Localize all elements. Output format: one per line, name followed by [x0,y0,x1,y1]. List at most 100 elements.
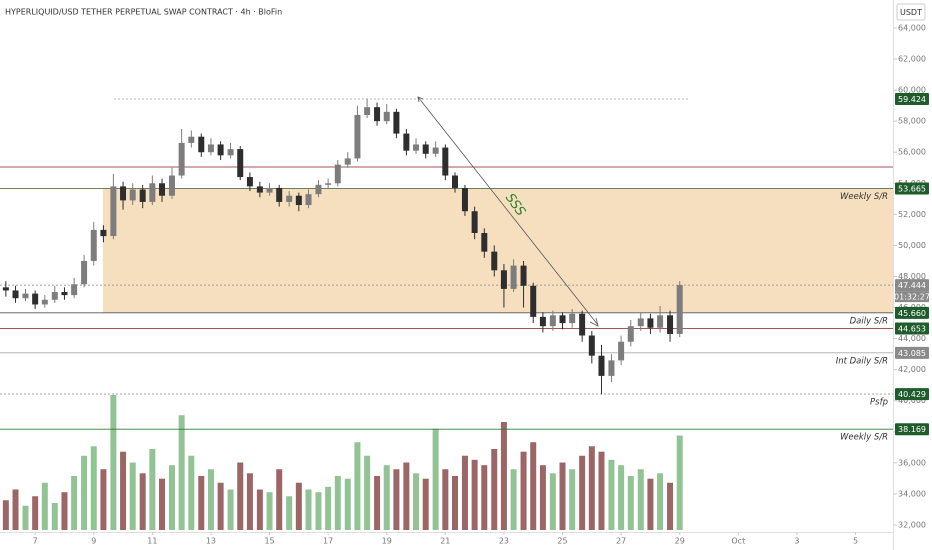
price-label: 40.429 [898,390,926,399]
volume-bar [637,469,644,530]
candles-layer [2,99,683,395]
volume-bar [451,476,458,530]
volume-bar [217,482,224,530]
volume-bar [246,473,253,530]
x-tick-label: 17 [323,537,333,546]
arrow-tail [417,96,424,103]
volume-bar [61,492,68,530]
candle-body [237,149,244,178]
candle-body [207,144,214,153]
levels-layer: Weekly S/R Daily S/R Int Daily S/R Psfp Week… [0,98,893,443]
volume-bar [276,469,283,530]
candle-body [295,195,302,206]
volume-bar [393,469,400,530]
volume-bar [159,478,166,530]
candle-body [549,315,556,327]
candle-body [334,164,341,184]
volume-bar [667,482,674,530]
volume-bar [364,455,371,530]
volume-bar [403,462,410,530]
candle-body [286,195,293,202]
volume-bar [481,465,488,530]
volume-bar [90,446,97,530]
volume-bar [413,473,420,530]
volume-layer [2,395,683,530]
y-tick-label: 36,000 [898,458,926,467]
candle-body [667,315,674,334]
candle-body [217,144,224,156]
candle-body [71,284,78,296]
y-tick-label: 58,000 [898,117,926,126]
price-label-box [895,346,929,359]
volume-bar [539,465,546,530]
chart-title: HYPERLIQUID/USD TETHER PERPETUAL SWAP CO… [5,8,282,17]
candle-body [110,186,117,237]
volume-bar [12,489,19,530]
volume-bar [295,482,302,530]
candle-body [374,107,381,122]
volume-bar [81,455,88,530]
volume-bar [569,469,576,530]
volume-bar [51,503,58,530]
y-tick-label: 40,000 [898,396,926,405]
volume-bar [32,496,39,530]
candle-body [442,147,449,176]
volume-bar [500,422,507,530]
volume-bar [442,469,449,530]
volume-bar [549,473,556,530]
candle-body [422,144,429,154]
candle-body [491,251,498,271]
y-tick-label: 42,000 [898,365,926,374]
volume-bar [168,465,175,530]
axis-layer: 32,00034,00036,00038,00040,00042,00044,0… [33,23,930,545]
candle-body [81,260,88,285]
candle-body [139,189,146,202]
volume-bar [266,492,273,530]
volume-bar [510,469,517,530]
volume-bar [491,449,498,530]
candle-body [90,229,97,261]
x-tick-label: 19 [382,537,392,546]
volume-bar [2,500,9,530]
x-tick-label: Oct [731,537,745,546]
volume-bar [471,459,478,530]
volume-bar [207,469,214,530]
x-tick-label: 23 [499,537,509,546]
candle-body [676,285,683,334]
candle-body [413,144,420,151]
candle-body [520,265,527,286]
candle-body [393,111,400,134]
candle-body [579,313,586,336]
y-tick-label: 64,000 [898,23,926,32]
candle-body [188,136,195,143]
volume-bar [608,459,615,530]
candle-body [647,318,654,328]
zone-layer [102,188,894,313]
candle-body [539,316,546,327]
candle-body [198,136,205,153]
volume-bar [227,489,234,530]
volume-bar [237,462,244,530]
volume-bar [188,455,195,530]
volume-bar [149,449,156,530]
currency-button[interactable] [896,3,926,21]
price-label: 53.665 [898,184,926,193]
volume-bar [520,451,527,530]
candle-body [588,335,595,356]
y-tick-label: 50,000 [898,241,926,250]
volume-bar [100,469,107,530]
x-tick-label: 7 [33,537,38,546]
volume-bar [422,478,429,530]
candle-body [178,142,185,176]
candle-body [618,341,625,361]
level-note: Int Daily S/R [836,356,888,366]
price-label-box [895,388,929,401]
volume-bar [325,486,332,530]
x-tick-label: 3 [794,537,799,546]
candle-body [569,313,576,324]
candle-body [32,293,39,305]
volume-bar [139,473,146,530]
volume-bar [178,415,185,530]
level-note: Psfp [870,398,888,408]
candle-body [315,184,322,195]
